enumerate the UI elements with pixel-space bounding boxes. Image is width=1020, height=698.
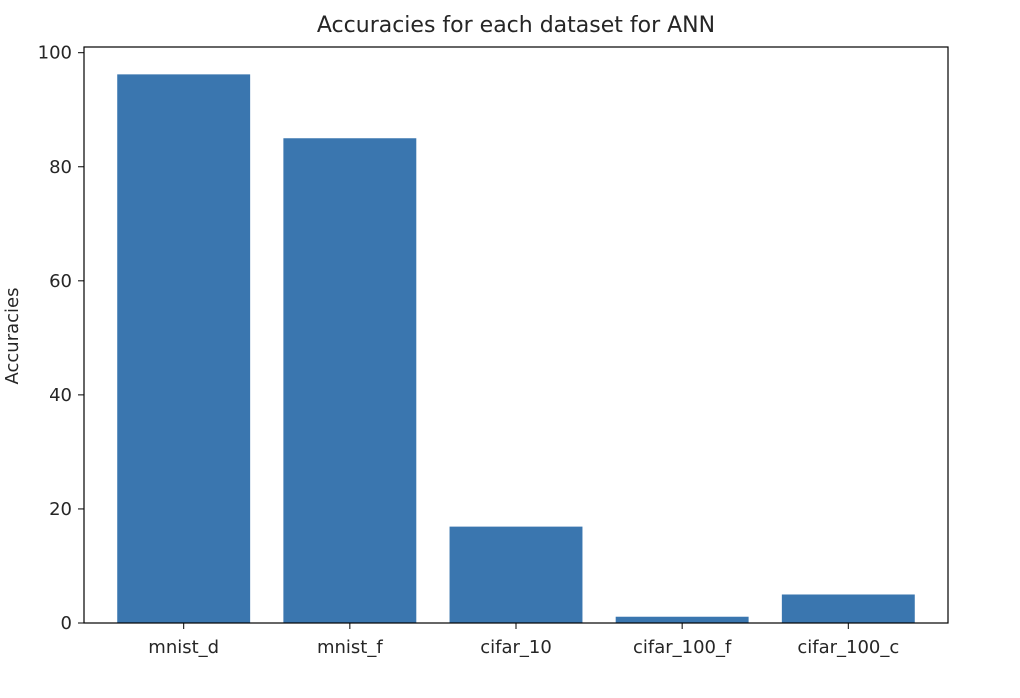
y-axis-label: Accuracies xyxy=(2,288,23,385)
x-tick-label: cifar_10 xyxy=(480,637,552,658)
x-axis: mnist_d mnist_f cifar_10 cifar_100_f cifar_1… xyxy=(148,623,899,658)
bar-mnist-d xyxy=(117,74,251,624)
bar-cifar-10 xyxy=(449,526,583,623)
x-tick-label: cifar_100_c xyxy=(797,637,899,658)
y-tick-label: 0 xyxy=(61,613,72,634)
chart-title: Accuracies for each dataset for ANN xyxy=(317,13,715,38)
bars-layer xyxy=(117,74,915,624)
x-tick-label: mnist_d xyxy=(148,637,219,658)
y-tick-label: 60 xyxy=(49,271,72,292)
y-tick-label: 40 xyxy=(49,385,72,406)
bar-mnist-f xyxy=(283,138,417,623)
plot-frame xyxy=(83,46,949,624)
x-tick-label: cifar_100_f xyxy=(633,637,732,658)
x-tick-label: mnist_f xyxy=(317,637,383,658)
y-tick-label: 80 xyxy=(49,157,72,178)
y-tick-label: 100 xyxy=(38,43,72,64)
bar-cifar-100-f xyxy=(615,616,749,623)
bar-cifar-100-c xyxy=(781,594,915,623)
y-axis: 0 20 40 60 80 100 xyxy=(38,43,84,634)
y-tick-label: 20 xyxy=(49,499,72,520)
